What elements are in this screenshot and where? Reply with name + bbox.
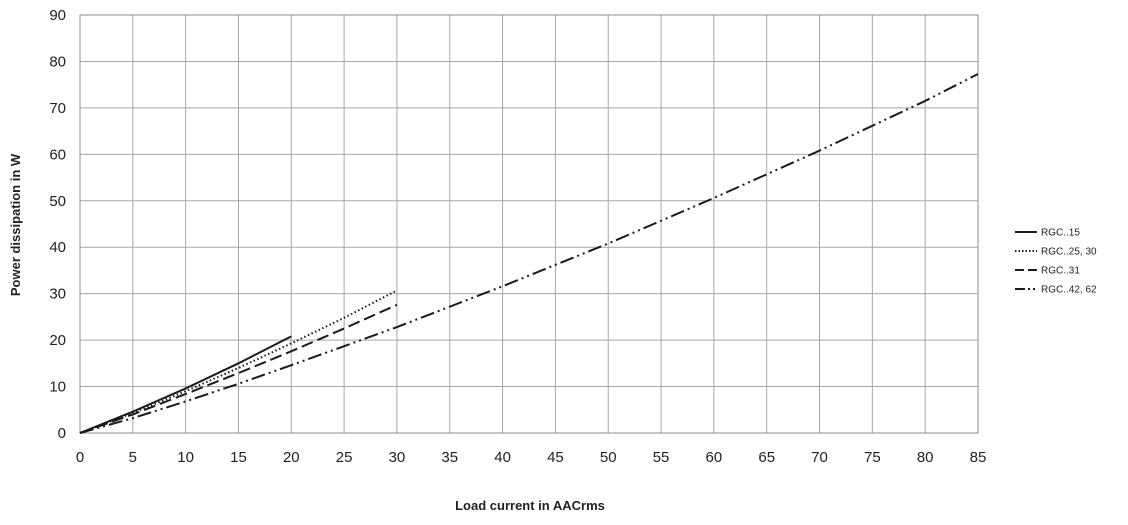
series-line-2 <box>79 289 398 434</box>
x-tick-label: 75 <box>864 449 881 466</box>
x-tick-label: 45 <box>547 449 564 466</box>
tick-labels: 0 5 10 15 20 25 30 35 40 45 50 55 60 65 70 75 80 85 0 10 20 3… <box>49 7 986 466</box>
legend-label: RGC..15 <box>1041 228 1080 239</box>
y-axis-label: Power dissipation in W <box>8 153 23 296</box>
x-axis-label: Load current in AACrms <box>455 498 605 513</box>
legend-label: RGC..31 <box>1041 266 1080 277</box>
y-tick-label: 70 <box>49 100 66 117</box>
x-tick-label: 60 <box>706 449 723 466</box>
x-tick-label: 0 <box>76 449 84 466</box>
x-tick-label: 55 <box>653 449 670 466</box>
y-tick-label: 0 <box>58 425 66 442</box>
x-tick-label: 85 <box>970 449 987 466</box>
series-line-3 <box>79 303 398 434</box>
series-line-1 <box>79 335 292 434</box>
x-tick-label: 40 <box>494 449 511 466</box>
x-tick-label: 30 <box>389 449 406 466</box>
y-tick-label: 60 <box>49 146 66 163</box>
x-tick-label: 5 <box>129 449 137 466</box>
legend: RGC..15 RGC..25, 30 RGC..31 RGC..42, 62 <box>1015 228 1097 296</box>
x-tick-label: 70 <box>811 449 828 466</box>
legend-label: RGC..25, 30 <box>1041 247 1097 258</box>
x-tick-label: 65 <box>758 449 775 466</box>
series-lines <box>79 73 979 434</box>
series-line-4 <box>79 73 979 434</box>
x-tick-label: 80 <box>917 449 934 466</box>
x-tick-label: 50 <box>600 449 617 466</box>
x-tick-label: 15 <box>230 449 247 466</box>
legend-label: RGC..42, 62 <box>1041 285 1097 296</box>
y-tick-label: 50 <box>49 193 66 210</box>
x-tick-label: 10 <box>177 449 194 466</box>
plot-frame <box>79 14 979 434</box>
y-tick-label: 80 <box>49 53 66 70</box>
y-tick-label: 20 <box>49 332 66 349</box>
x-tick-label: 20 <box>283 449 300 466</box>
y-tick-label: 90 <box>49 7 66 24</box>
grid <box>79 14 979 434</box>
x-tick-label: 35 <box>441 449 458 466</box>
x-tick-label: 25 <box>336 449 353 466</box>
y-tick-label: 30 <box>49 286 66 303</box>
y-tick-label: 40 <box>49 239 66 256</box>
y-tick-label: 10 <box>49 379 66 396</box>
